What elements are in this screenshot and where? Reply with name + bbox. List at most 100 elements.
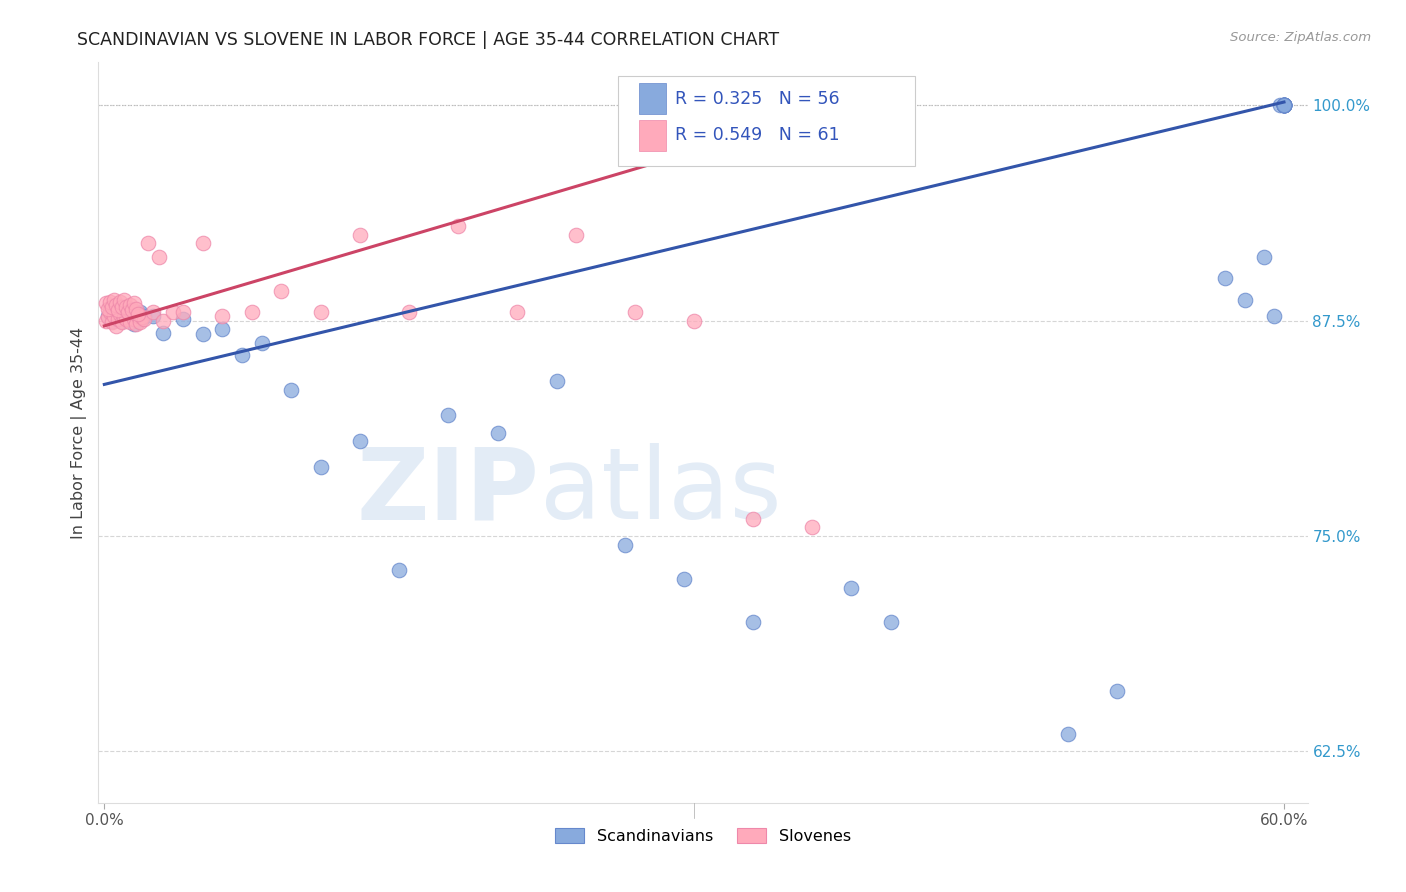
Point <box>108 307 131 321</box>
Point <box>121 303 143 318</box>
Point <box>848 98 870 112</box>
Point <box>98 301 121 316</box>
Point <box>105 298 128 312</box>
Text: R = 0.325   N = 56: R = 0.325 N = 56 <box>675 90 839 108</box>
Point <box>1105 684 1128 698</box>
Point <box>250 336 273 351</box>
Point <box>105 318 128 333</box>
Point <box>108 294 131 309</box>
Point <box>107 303 129 318</box>
Point <box>240 305 263 319</box>
Point <box>1263 309 1285 323</box>
Point <box>112 293 135 307</box>
Point <box>1272 98 1295 112</box>
Point <box>122 317 145 331</box>
Point <box>1272 98 1295 112</box>
Text: ZIP: ZIP <box>357 443 540 541</box>
Point <box>121 307 143 321</box>
Point <box>108 307 131 321</box>
Point <box>142 309 165 323</box>
Text: R = 0.549   N = 61: R = 0.549 N = 61 <box>675 127 839 145</box>
Point <box>118 301 141 316</box>
Point <box>565 227 588 242</box>
Point <box>103 293 125 307</box>
Point <box>101 300 124 314</box>
Point <box>117 305 139 319</box>
Point <box>152 326 174 340</box>
Point <box>105 312 128 326</box>
Point <box>111 314 134 328</box>
Point <box>1056 727 1078 741</box>
Point <box>349 227 371 242</box>
Text: Source: ZipAtlas.com: Source: ZipAtlas.com <box>1230 31 1371 45</box>
Point <box>852 98 875 112</box>
Point <box>117 312 139 326</box>
Point <box>97 310 120 325</box>
Point <box>97 301 120 316</box>
Point <box>132 309 155 323</box>
Point <box>211 322 233 336</box>
Point <box>437 409 460 423</box>
Point <box>115 300 138 314</box>
Point <box>117 305 139 319</box>
Point <box>673 572 696 586</box>
Point <box>96 314 118 328</box>
Point <box>1268 98 1291 112</box>
Point <box>506 305 529 319</box>
Point <box>142 305 165 319</box>
Point <box>97 309 120 323</box>
Point <box>152 314 174 328</box>
Point <box>107 300 129 314</box>
Point <box>127 307 149 321</box>
Point <box>1272 98 1295 112</box>
Point <box>742 512 765 526</box>
Point <box>841 581 863 595</box>
Point <box>349 434 371 449</box>
Point <box>148 250 170 264</box>
Point <box>880 615 903 629</box>
Point <box>136 236 159 251</box>
Point <box>131 312 153 326</box>
Point <box>398 305 420 319</box>
Point <box>211 309 233 323</box>
Point <box>118 298 141 312</box>
Point <box>125 305 148 319</box>
Point <box>118 315 141 329</box>
Point <box>1272 98 1295 112</box>
Point <box>111 300 134 314</box>
Point <box>103 309 125 323</box>
Point <box>683 314 706 328</box>
Point <box>309 305 332 319</box>
Point <box>121 309 143 323</box>
Point <box>107 312 129 326</box>
Legend: Scandinavians, Slovenes: Scandinavians, Slovenes <box>548 822 858 850</box>
Point <box>231 348 253 362</box>
Point <box>280 383 302 397</box>
Point <box>122 312 145 326</box>
Point <box>111 315 134 329</box>
Text: SCANDINAVIAN VS SLOVENE IN LABOR FORCE | AGE 35-44 CORRELATION CHART: SCANDINAVIAN VS SLOVENE IN LABOR FORCE |… <box>77 31 779 49</box>
Point <box>801 520 824 534</box>
Point <box>128 305 150 319</box>
Point <box>614 537 637 551</box>
Point <box>131 310 153 325</box>
Point <box>1272 98 1295 112</box>
Point <box>127 314 149 328</box>
Point <box>101 314 124 328</box>
Point <box>546 374 568 388</box>
Point <box>1272 98 1295 112</box>
Point <box>1272 98 1295 112</box>
Point <box>125 301 148 316</box>
Point <box>103 305 125 319</box>
Point <box>172 312 194 326</box>
Point <box>1272 98 1295 112</box>
Y-axis label: In Labor Force | Age 35-44: In Labor Force | Age 35-44 <box>72 326 87 539</box>
Point <box>96 296 118 310</box>
Point <box>112 309 135 323</box>
Point <box>115 305 138 319</box>
Point <box>172 305 194 319</box>
Point <box>1272 98 1295 112</box>
Point <box>112 310 135 325</box>
Point <box>127 309 149 323</box>
Point <box>122 296 145 310</box>
